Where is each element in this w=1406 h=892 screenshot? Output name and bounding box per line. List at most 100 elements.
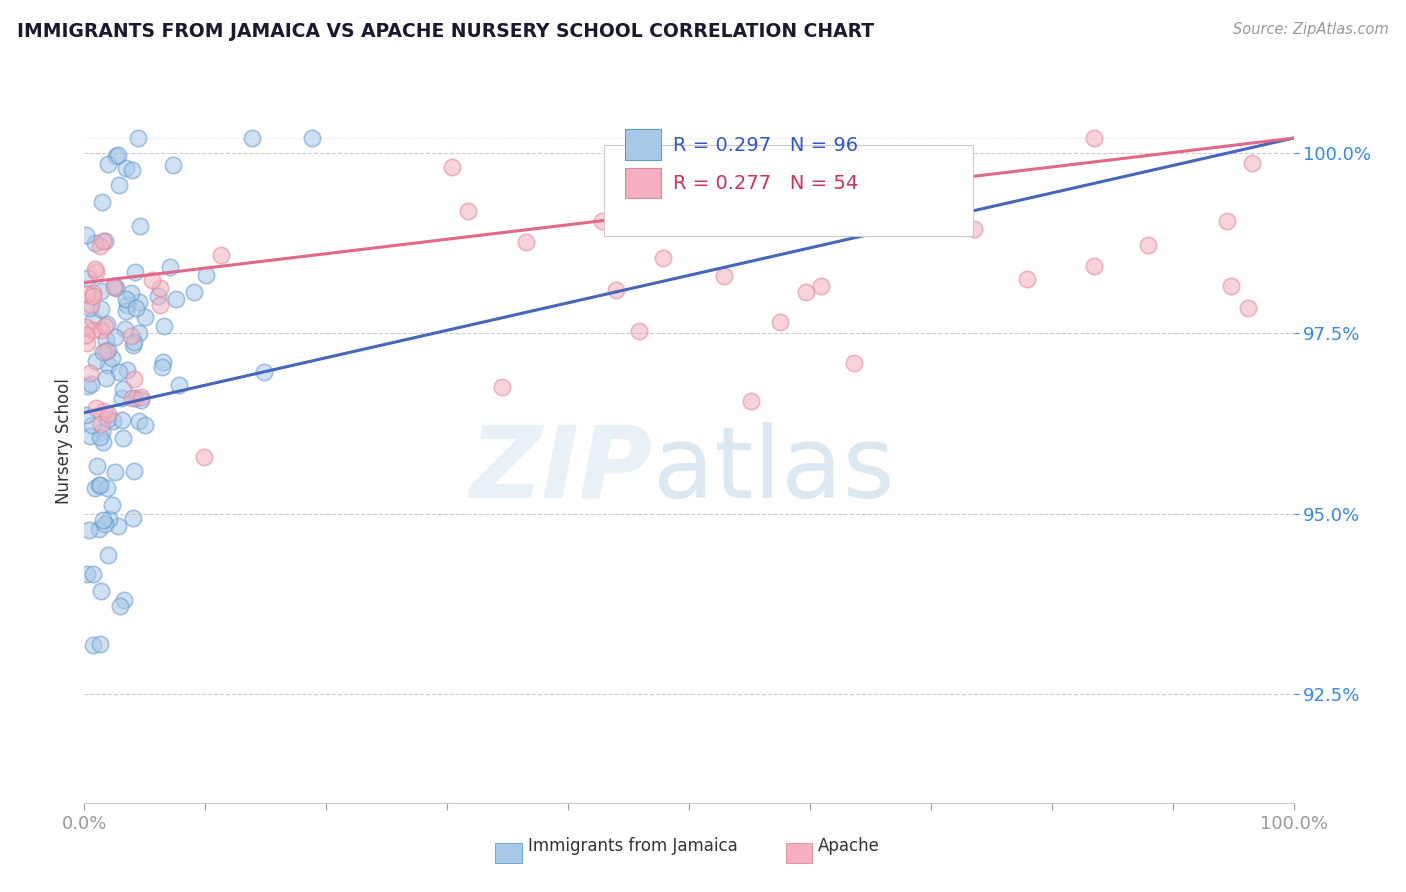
Point <box>810 278 832 293</box>
Point <box>605 283 627 297</box>
Point <box>107 178 129 193</box>
Point <box>84 265 107 279</box>
Point <box>121 392 143 406</box>
Text: Apache: Apache <box>818 837 880 855</box>
Point <box>76 567 98 582</box>
Point <box>94 234 117 248</box>
Point <box>457 204 479 219</box>
Point <box>165 292 187 306</box>
Point <box>97 358 120 372</box>
Point <box>111 382 134 396</box>
Point <box>97 343 120 357</box>
Point <box>82 323 104 337</box>
Point <box>82 312 104 326</box>
Point <box>120 329 142 343</box>
Point <box>82 638 104 652</box>
Point <box>94 516 117 531</box>
Point <box>253 365 276 379</box>
Point <box>121 163 143 178</box>
Point <box>107 365 129 379</box>
Point <box>103 330 125 344</box>
Point <box>84 235 107 250</box>
Point <box>141 273 163 287</box>
Point <box>84 481 107 495</box>
Point <box>80 377 103 392</box>
Point <box>111 391 134 405</box>
Point <box>96 317 118 331</box>
Point <box>93 404 115 418</box>
Point <box>627 324 650 338</box>
Point <box>1137 238 1160 252</box>
Point <box>1015 272 1038 286</box>
Point <box>89 239 111 253</box>
Point <box>301 131 323 145</box>
Point <box>77 523 100 537</box>
Point <box>84 262 107 277</box>
Point <box>94 333 117 347</box>
Point <box>101 351 124 366</box>
Point <box>111 412 134 426</box>
Point <box>122 464 145 478</box>
FancyBboxPatch shape <box>605 145 973 235</box>
Point <box>114 322 136 336</box>
Point <box>491 379 513 393</box>
Point <box>87 477 110 491</box>
Point <box>82 285 104 300</box>
Point <box>86 458 108 473</box>
Point <box>90 302 112 317</box>
Point <box>129 393 152 408</box>
FancyBboxPatch shape <box>495 843 522 863</box>
Point <box>152 355 174 369</box>
Point <box>90 584 112 599</box>
Point <box>90 417 112 431</box>
Point <box>91 425 114 439</box>
Text: IMMIGRANTS FROM JAMAICA VS APACHE NURSERY SCHOOL CORRELATION CHART: IMMIGRANTS FROM JAMAICA VS APACHE NURSER… <box>17 22 875 41</box>
Point <box>1216 213 1239 227</box>
Point <box>89 477 111 491</box>
Point <box>121 338 143 352</box>
Point <box>112 431 135 445</box>
Point <box>128 219 150 234</box>
Point <box>125 301 148 315</box>
Point <box>104 465 127 479</box>
Point <box>91 194 114 209</box>
Point <box>129 390 152 404</box>
Point <box>134 417 156 432</box>
Point <box>76 286 98 301</box>
Point <box>75 228 97 243</box>
Point <box>87 522 110 536</box>
Point <box>77 271 100 285</box>
Point <box>107 518 129 533</box>
Point <box>193 450 215 465</box>
Point <box>97 157 120 171</box>
Point <box>159 260 181 274</box>
Point <box>75 320 97 334</box>
Point <box>127 131 149 145</box>
Point <box>103 279 125 293</box>
Point <box>148 289 170 303</box>
Point <box>82 288 104 302</box>
Point <box>89 637 111 651</box>
Point <box>97 548 120 562</box>
Point <box>93 435 115 450</box>
Point <box>101 498 124 512</box>
Text: Immigrants from Jamaica: Immigrants from Jamaica <box>529 837 738 855</box>
Point <box>76 336 98 351</box>
FancyBboxPatch shape <box>624 168 661 198</box>
Point <box>1219 279 1241 293</box>
Point <box>124 265 146 279</box>
Point <box>591 214 613 228</box>
Point <box>110 599 132 613</box>
Point <box>1240 155 1263 169</box>
Point <box>120 286 142 301</box>
Point <box>84 401 107 416</box>
Point <box>128 414 150 428</box>
Point <box>75 328 97 343</box>
Point <box>90 323 112 337</box>
Point <box>79 429 101 443</box>
Point <box>148 298 170 312</box>
Point <box>1236 301 1258 315</box>
Point <box>96 481 118 495</box>
Point <box>115 362 138 376</box>
Point <box>963 222 986 236</box>
